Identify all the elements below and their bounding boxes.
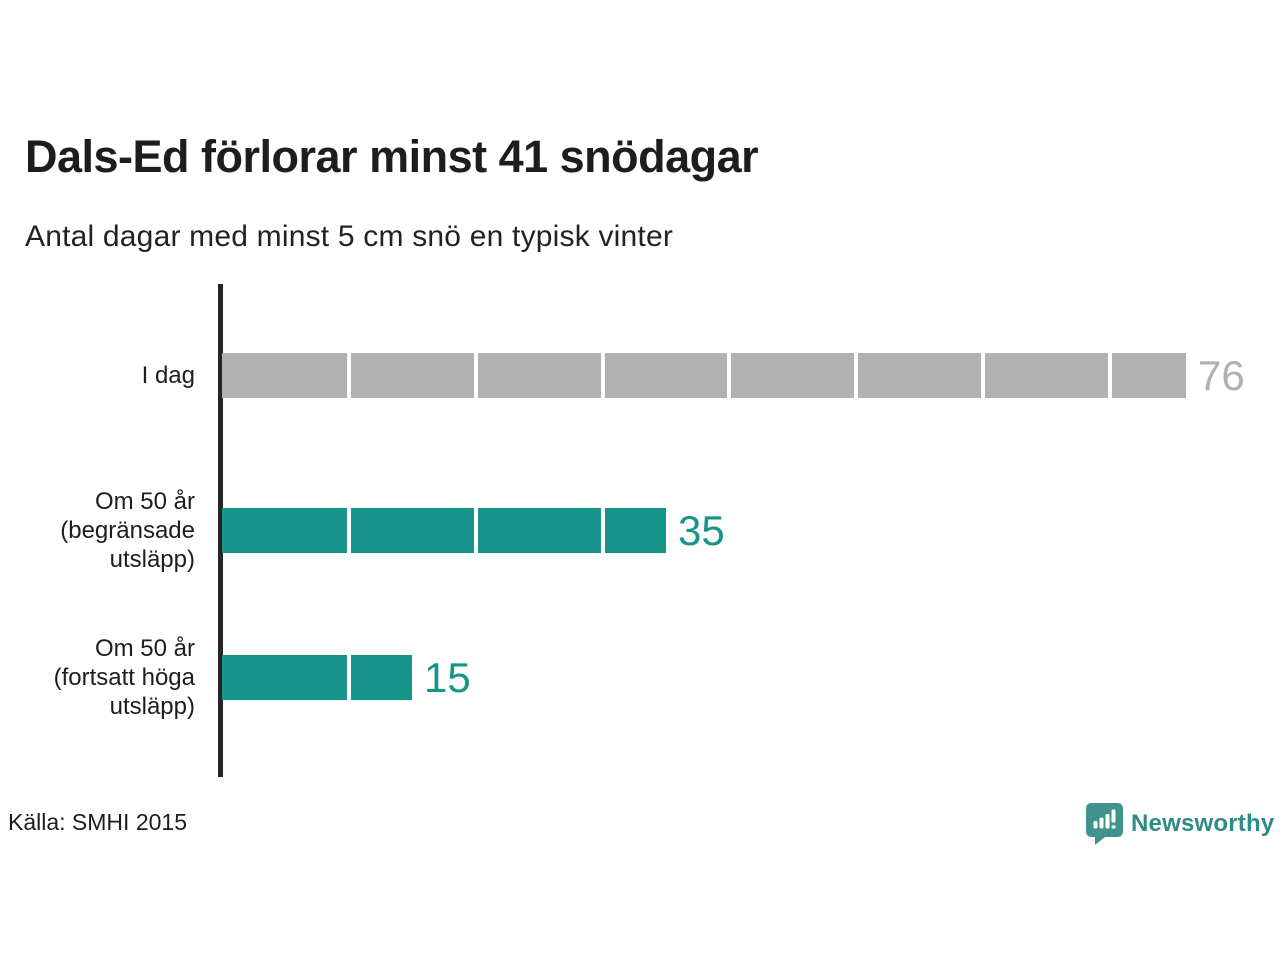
bar-row-today: I dag 76 (0, 353, 1280, 398)
segment-divider (473, 353, 478, 398)
newsworthy-wordmark: Newsworthy (1131, 809, 1275, 837)
source-text: Källa: SMHI 2015 (8, 809, 187, 835)
segment-divider (727, 353, 732, 398)
segment-divider (346, 508, 351, 553)
segment-divider (600, 508, 605, 553)
y-axis-line (218, 284, 223, 777)
bar-row-limited-emissions: Om 50 år (begränsade utsläpp) 35 (0, 488, 1280, 573)
segment-divider (981, 353, 986, 398)
segment-divider (854, 353, 859, 398)
segment-divider (600, 353, 605, 398)
page-title: Dals-Ed förlorar minst 41 snödagar (25, 131, 759, 182)
segment-divider (473, 508, 478, 553)
segment-divider (1107, 353, 1112, 398)
bar-today (222, 353, 1186, 398)
value-label: 76 (1198, 352, 1245, 399)
value-label: 35 (678, 507, 725, 554)
category-label: Om 50 år (begränsade utsläpp) (60, 488, 195, 573)
category-label: I dag (141, 362, 195, 389)
segment-divider (346, 655, 351, 700)
newsworthy-logo: Newsworthy (1086, 803, 1274, 850)
chart-subtitle: Antal dagar med minst 5 cm snö en typisk… (25, 220, 674, 253)
bar-chart: I dag 76 Om 50 år (begränsade utsläpp) 3… (0, 284, 1280, 777)
bar-row-high-emissions: Om 50 år (fortsatt höga utsläpp) 15 (0, 635, 1280, 720)
value-label: 15 (424, 654, 471, 701)
bar-high-emissions (222, 655, 412, 700)
category-label: Om 50 år (fortsatt höga utsläpp) (53, 635, 195, 720)
segment-divider (346, 353, 351, 398)
newsworthy-speech-bubble-bar-chart-icon (1086, 803, 1123, 850)
bar-limited-emissions (222, 508, 666, 553)
